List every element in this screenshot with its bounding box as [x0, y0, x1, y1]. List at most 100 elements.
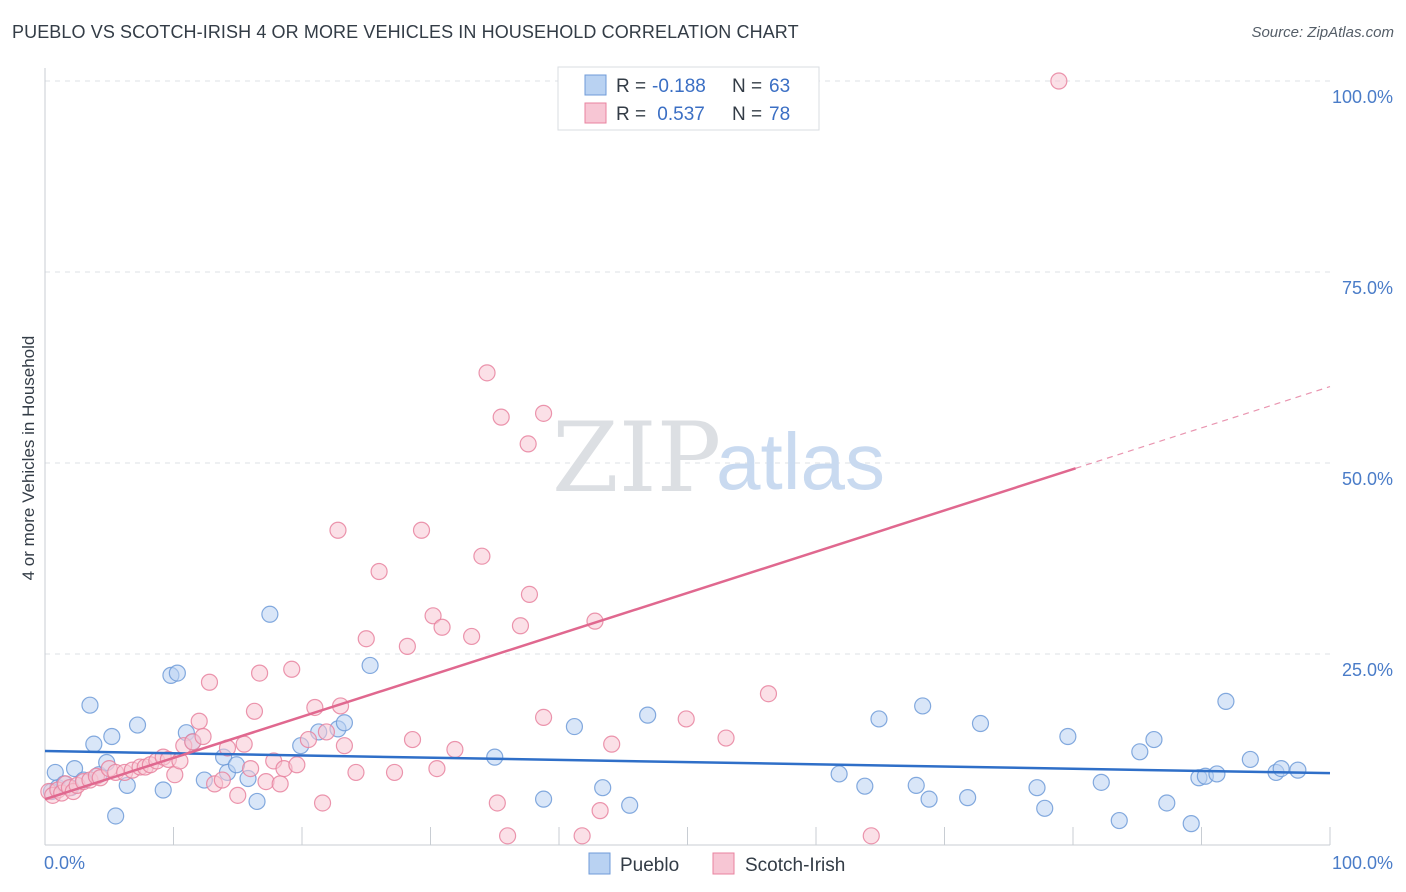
pueblo-point	[1131, 743, 1149, 761]
x-tick-label-max: 100.0%	[1332, 853, 1393, 873]
pueblo-point	[81, 696, 99, 714]
pueblo-point	[361, 656, 379, 675]
watermark-zip: ZIP	[552, 402, 721, 514]
scotch-irish-point	[862, 827, 880, 845]
source-label: Source: ZipAtlas.com	[1251, 24, 1394, 41]
scotch-irish-point	[492, 408, 510, 426]
watermark-atlas: atlas	[716, 417, 885, 506]
pueblo-point	[907, 776, 925, 795]
scotch-irish-point	[200, 673, 219, 691]
scotch-irish-point	[190, 712, 208, 730]
series-legend: Pueblo Scotch-Irish	[588, 852, 845, 876]
legend-swatch-scotch	[584, 102, 607, 124]
pueblo-point	[621, 796, 639, 814]
y-tick-label: 75.0%	[1342, 278, 1393, 298]
label-layer: 100.0% 75.0% 50.0% 25.0% 0.0% 100.0% 4 or more…	[19, 87, 1393, 873]
scotch-irish-point	[385, 763, 404, 782]
legend-n-label-scotch: N =	[732, 104, 762, 125]
pueblo-point	[870, 710, 888, 728]
scotch-irish-point	[717, 729, 735, 747]
pueblo-point	[1241, 750, 1259, 769]
legend-n-value-scotch: 78	[769, 104, 790, 125]
scotch-irish-point	[313, 794, 332, 812]
pueblo-point	[594, 779, 612, 797]
scotch-irish-point	[398, 637, 416, 655]
legend-swatch-pueblo	[584, 74, 607, 96]
scotch-irish-point	[520, 585, 539, 604]
scotch-irish-point	[213, 771, 231, 789]
scotch-irish-point	[357, 630, 375, 648]
scotch-irish-point	[463, 627, 481, 646]
pueblo-point	[107, 807, 125, 825]
points-layer	[40, 72, 1307, 845]
scotch-irish-point	[229, 786, 247, 804]
scotch-irish-point	[1050, 72, 1068, 90]
trend-layer	[44, 386, 1331, 801]
scotch-irish-trend-extension	[1075, 386, 1331, 469]
pueblo-point	[856, 777, 874, 795]
pueblo-point	[914, 697, 932, 715]
y-tick-label: 50.0%	[1342, 469, 1393, 489]
scotch-irish-point	[335, 737, 354, 755]
scotch-irish-point	[603, 735, 621, 753]
scotch-irish-point	[511, 617, 530, 635]
pueblo-point	[971, 714, 990, 733]
scotch-irish-point	[235, 735, 253, 753]
bottom-legend-label-scotch: Scotch-Irish	[745, 855, 845, 876]
y-tick-label: 25.0%	[1342, 660, 1393, 680]
legend-r-label-pueblo: R =	[616, 76, 646, 97]
pueblo-point	[1092, 773, 1110, 791]
pueblo-point	[227, 756, 246, 774]
scotch-irish-point	[519, 435, 537, 453]
chart-title: PUEBLO VS SCOTCH-IRISH 4 OR MORE VEHICLE…	[12, 22, 799, 42]
pueblo-point	[128, 716, 147, 734]
legend-r-value-pueblo: -0.188	[652, 76, 706, 97]
scotch-irish-point	[488, 794, 506, 812]
scotch-irish-point	[299, 730, 318, 749]
y-axis-label: 4 or more Vehicles in Household	[19, 336, 38, 581]
scotch-irish-point	[424, 607, 442, 625]
scotch-irish-point	[283, 660, 301, 678]
scotch-irish-point	[591, 802, 609, 820]
pueblo-point	[486, 748, 504, 766]
pueblo-point	[639, 706, 657, 724]
scotch-irish-point	[257, 772, 275, 791]
scotch-irish-point	[433, 618, 451, 636]
pueblo-point	[1059, 727, 1077, 746]
scotch-irish-trend-line	[44, 467, 1076, 801]
pueblo-point	[1272, 759, 1290, 778]
pueblo-point	[1036, 799, 1054, 817]
y-tick-label: 100.0%	[1332, 87, 1393, 107]
x-tick-label-min: 0.0%	[44, 853, 85, 873]
scotch-irish-point	[534, 708, 553, 727]
pueblo-point	[920, 790, 938, 808]
pueblo-point	[65, 759, 84, 778]
legend-n-value-pueblo: 63	[769, 76, 790, 97]
scotch-irish-point	[347, 763, 365, 782]
scotch-irish-point	[534, 404, 553, 422]
scotch-irish-point	[317, 723, 336, 741]
pueblo-point	[1289, 761, 1307, 779]
scotch-irish-point	[499, 827, 517, 845]
legend-n-label-pueblo: N =	[732, 76, 762, 97]
pueblo-point	[248, 792, 266, 811]
pueblo-trend-line	[44, 749, 1331, 775]
scotch-irish-point	[288, 756, 306, 774]
pueblo-point	[565, 717, 584, 736]
scotch-irish-point	[428, 759, 446, 778]
legend-r-value-scotch: 0.537	[652, 104, 705, 125]
pueblo-point	[1217, 692, 1235, 710]
scotch-irish-point	[271, 775, 289, 793]
pueblo-point	[1145, 730, 1163, 749]
scotch-irish-point	[194, 727, 212, 746]
legend-r-label-scotch: R =	[616, 104, 646, 125]
scotch-irish-point	[245, 702, 264, 720]
pueblo-point	[830, 765, 848, 783]
scotch-irish-point	[446, 740, 464, 759]
watermark: ZIP atlas	[552, 402, 885, 514]
pueblo-point	[959, 789, 977, 807]
pueblo-point	[534, 790, 553, 808]
pueblo-point	[154, 781, 172, 799]
scotch-irish-point	[250, 664, 269, 682]
